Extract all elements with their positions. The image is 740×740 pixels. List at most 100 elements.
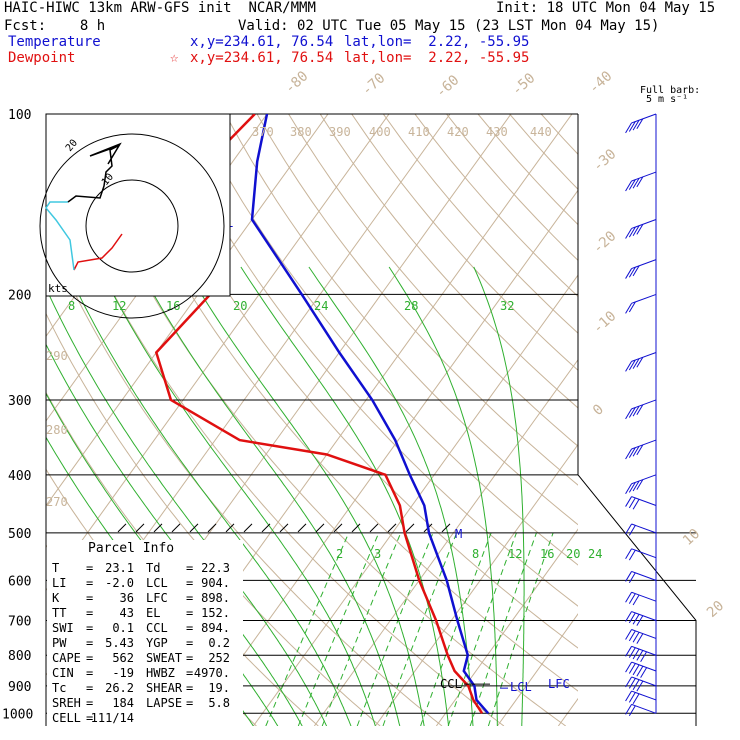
- theta-label: 290: [46, 349, 68, 363]
- wind-barb-flag: [632, 693, 640, 705]
- legend-temperature-label: Temperature: [8, 34, 101, 50]
- wind-barb-shaft: [631, 570, 657, 581]
- parcel-value: 19.: [208, 681, 230, 695]
- pressure-tick-label: 800: [8, 649, 31, 664]
- parcel-value: 184: [112, 696, 134, 710]
- freezing-hatch-mark: [369, 523, 379, 533]
- wind-barb: [625, 219, 657, 239]
- wind-barb-flag: [625, 122, 633, 134]
- moist-adiabat-line: [184, 266, 425, 726]
- wind-barb-shaft: [631, 676, 657, 687]
- freezing-hatch-mark: [351, 523, 361, 533]
- dry-adiabat-line: [130, 114, 578, 649]
- legend-dewpoint-star-icon: ☆: [170, 50, 179, 66]
- wind-barb: [625, 259, 657, 279]
- parcel-key: CAPE: [52, 651, 81, 665]
- wind-barb-shaft: [631, 259, 657, 270]
- wind-barb: [625, 629, 657, 644]
- wind-barb: [625, 171, 657, 192]
- wind-barb-flag: [632, 480, 640, 492]
- wind-barb-flag: [632, 358, 640, 369]
- wind-barb-flag: [625, 571, 633, 582]
- pressure-tick-label: 700: [8, 614, 31, 629]
- isotherm-label: 20: [704, 598, 727, 621]
- parcel-equals: =: [86, 561, 93, 575]
- dry-adiabat-line: [509, 114, 578, 190]
- mixing-ratio-label: 12: [112, 299, 126, 313]
- wind-barb-flag: [632, 594, 640, 606]
- moist-adiabat-line: [473, 266, 525, 726]
- parcel-value: 0.2: [208, 636, 230, 650]
- parcel-key: LFC: [146, 591, 168, 605]
- parcel-key: TT: [52, 606, 66, 620]
- wind-barb: [625, 113, 657, 134]
- barb-legend-line2: 5 m s⁻¹: [646, 94, 689, 105]
- wind-barb: [625, 591, 657, 606]
- pressure-tick-label: 900: [8, 680, 31, 695]
- parcel-equals: =: [86, 651, 93, 665]
- theta-label: 410: [408, 125, 430, 139]
- theta-label: 370: [252, 125, 274, 139]
- wind-barb: [625, 523, 657, 536]
- barb-legend-line1: Full barb:: [640, 85, 701, 96]
- moist-adiabat-line: [65, 266, 352, 726]
- pressure-tick-label: 1000: [2, 707, 33, 722]
- wind-barb-flag: [625, 661, 633, 673]
- legend-dewpoint-label: Dewpoint: [8, 50, 76, 66]
- mixing-ratio-label: 12: [508, 547, 522, 561]
- wind-barb-flag: [628, 572, 636, 584]
- wind-barb-flag: [628, 593, 636, 604]
- wind-barb-flag: [625, 268, 633, 279]
- wind-barb-flag: [628, 705, 636, 717]
- parcel-key: T: [52, 561, 59, 575]
- freezing-hatch-mark: [333, 523, 343, 533]
- isotherm-line: [313, 358, 578, 726]
- wind-barb-flag: [625, 611, 633, 622]
- parcel-key: SHEAR: [146, 681, 183, 695]
- parcel-value: 152.: [201, 606, 230, 620]
- wind-barb-flag: [628, 121, 636, 132]
- isotherm-label: -10: [590, 308, 620, 337]
- wind-barb-flag: [636, 357, 644, 368]
- wind-barb-flag: [625, 483, 633, 494]
- wind-barb-flag: [628, 226, 636, 238]
- parcel-value: 5.43: [105, 636, 134, 650]
- parcel-equals: =: [186, 606, 193, 620]
- wind-barb-flag: [636, 479, 644, 490]
- mixing-ratio-label: 28: [404, 299, 418, 313]
- parcel-key: LCL: [146, 576, 168, 590]
- freezing-hatch-mark: [171, 523, 181, 533]
- wind-barb: [625, 661, 657, 678]
- wind-barb-flag: [628, 678, 636, 689]
- freezing-hatch-mark: [297, 523, 307, 533]
- isotherm-label: -20: [590, 228, 620, 257]
- parcel-equals: =: [186, 621, 193, 635]
- wind-barb-flag: [628, 179, 636, 190]
- wind-barb-flag: [625, 523, 633, 535]
- wind-barb-flag: [636, 650, 644, 661]
- freezing-hatch-mark: [279, 523, 289, 533]
- parcel-equals: =: [186, 591, 193, 605]
- pressure-tick-label: 300: [8, 394, 31, 409]
- wind-barb-flag: [636, 680, 644, 692]
- parcel-equals: =: [186, 696, 193, 710]
- wind-barb-flag: [628, 549, 636, 561]
- pressure-tick-label: 100: [8, 108, 31, 123]
- freezing-hatch-mark: [153, 523, 163, 533]
- wind-barb-flag: [625, 180, 633, 192]
- theta-label: 380: [290, 125, 312, 139]
- isotherm-line: [435, 528, 578, 726]
- mixing-ratio-line: [420, 532, 492, 726]
- parcel-value: 904.: [201, 576, 230, 590]
- valid-time: Valid: 02 UTC Tue 05 May 15 (23 LST Mon …: [238, 18, 660, 34]
- parcel-key: SREH: [52, 696, 81, 710]
- freezing-hatch-mark: [441, 523, 451, 533]
- wind-barb-flag: [625, 629, 633, 640]
- isotherm-label: -60: [433, 72, 463, 101]
- parcel-value: 894.: [201, 621, 230, 635]
- parcel-value: 36: [120, 591, 134, 605]
- dry-adiabat-line: [288, 114, 578, 447]
- parcel-value: -2.0: [105, 576, 134, 590]
- moist-adiabat-line: [137, 266, 401, 726]
